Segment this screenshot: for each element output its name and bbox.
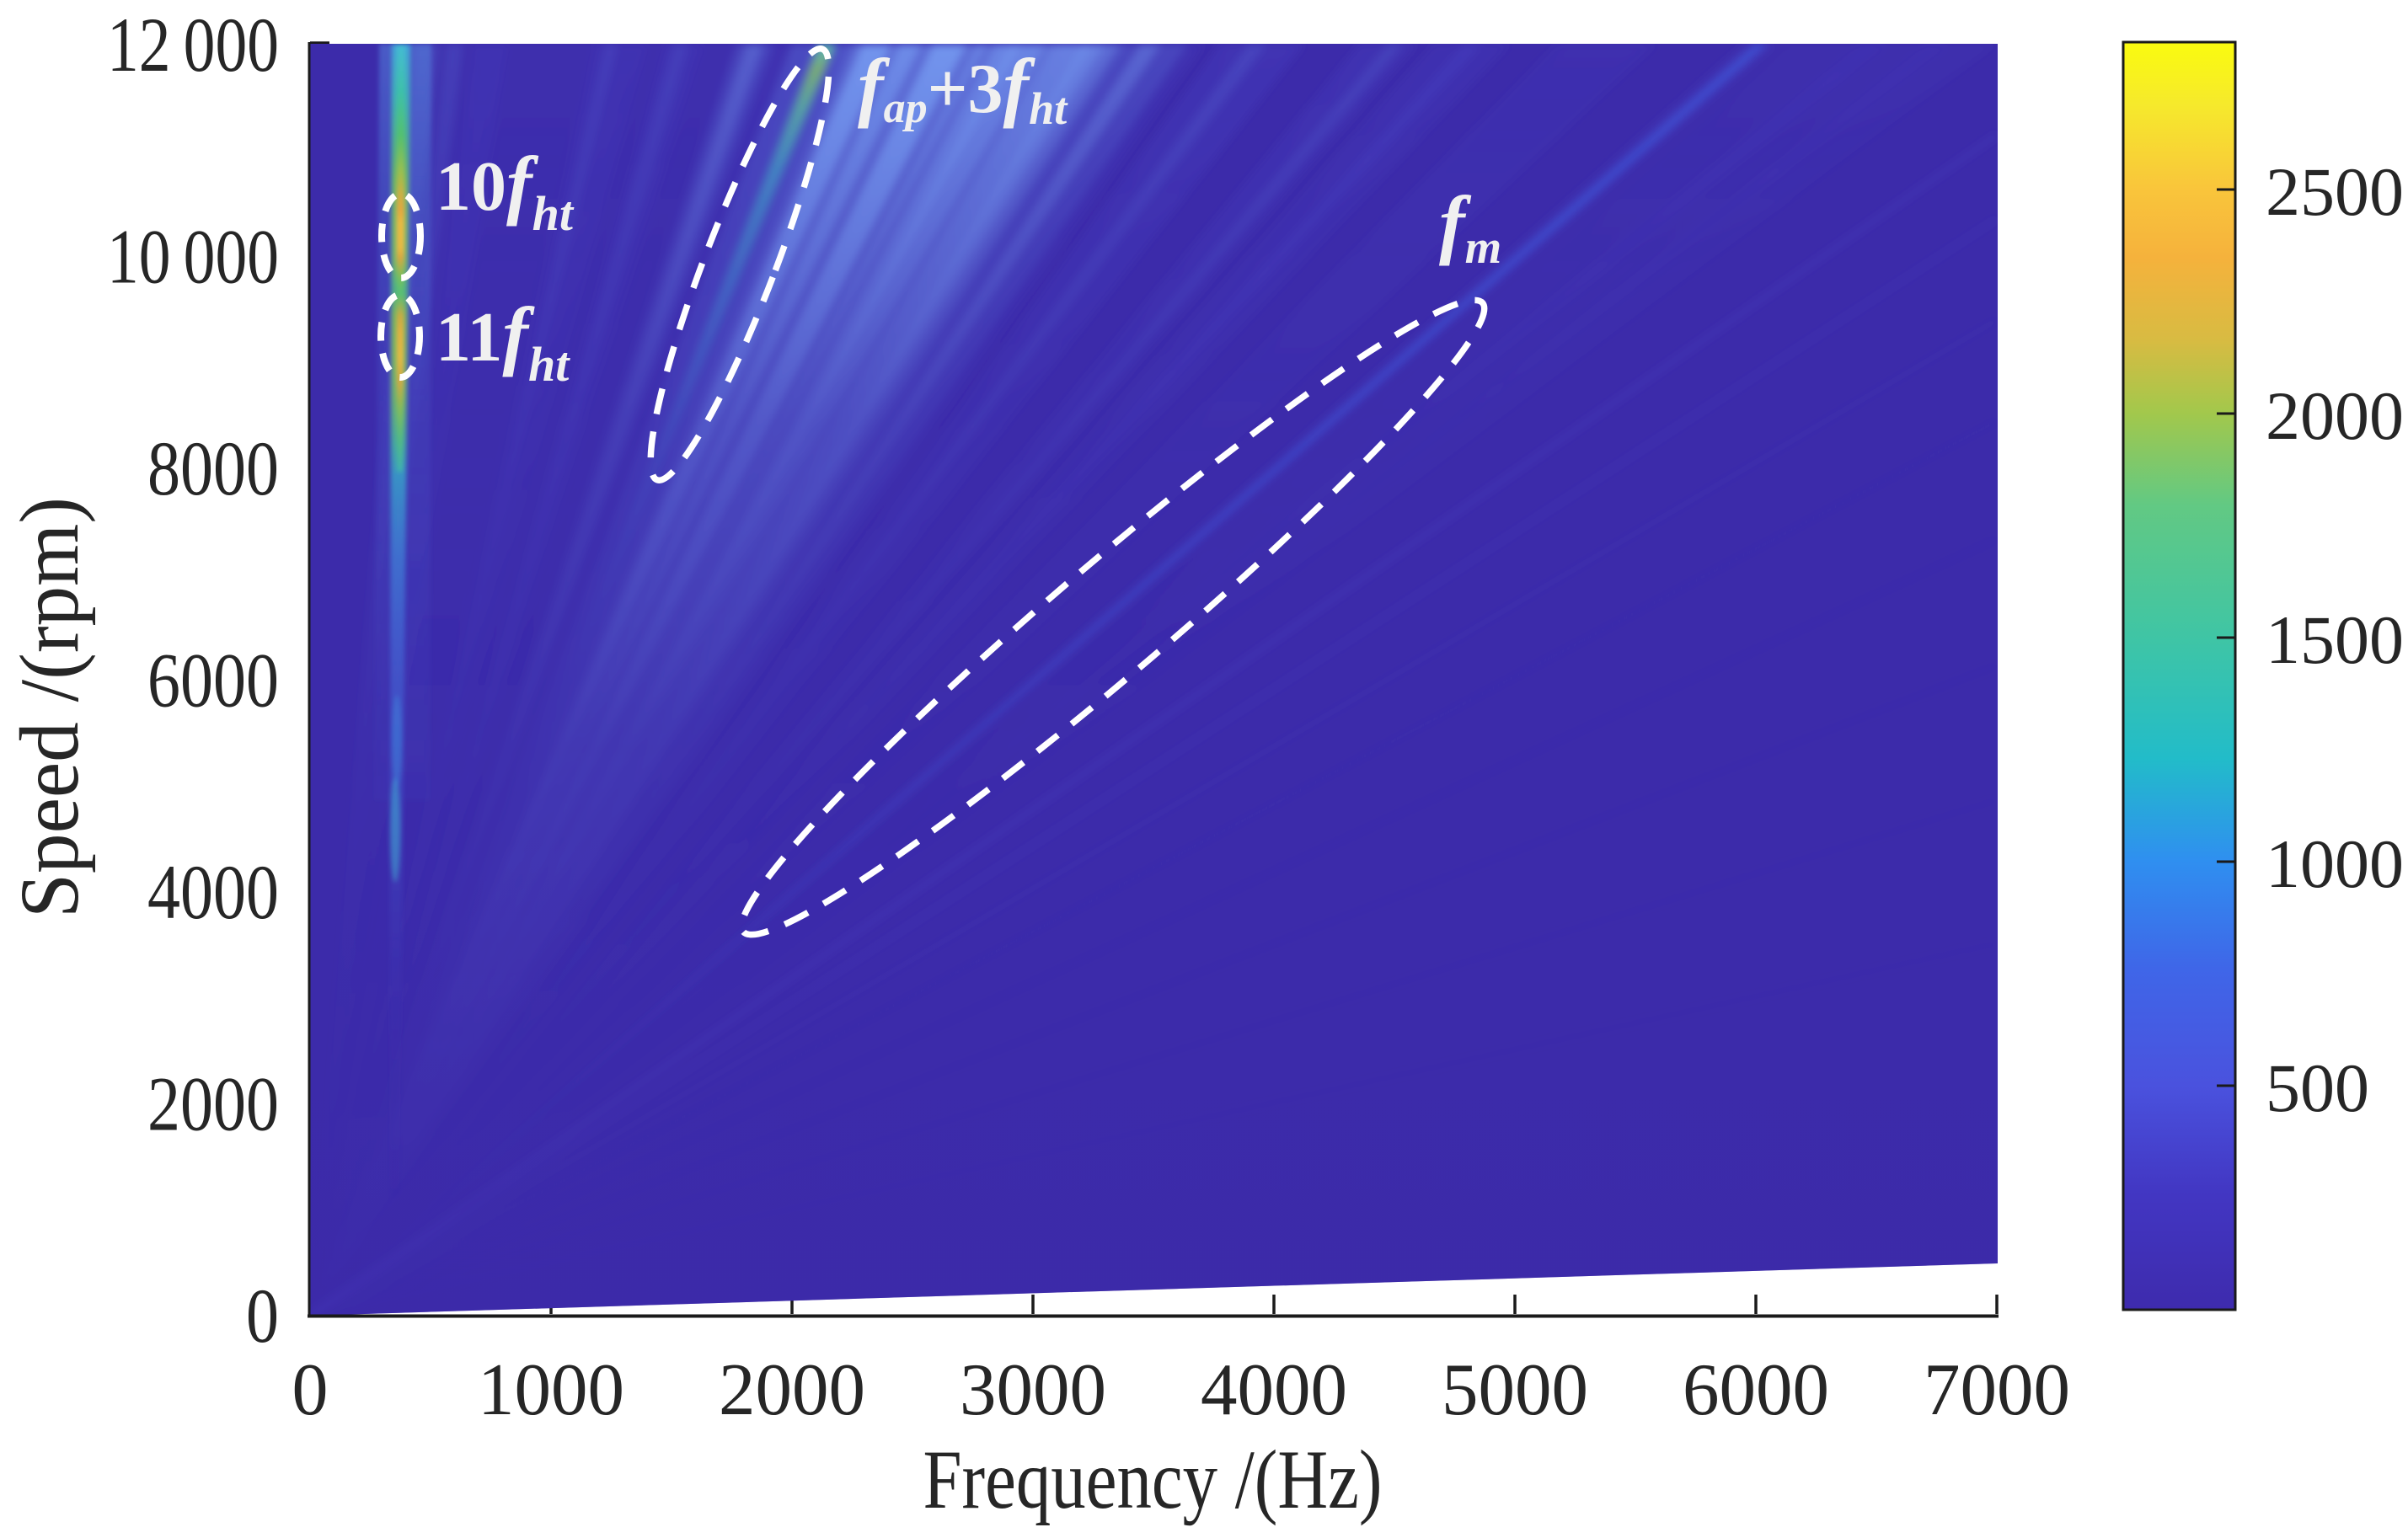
svg-text:6000: 6000: [147, 638, 279, 724]
svg-text:1000: 1000: [2266, 825, 2404, 902]
svg-text:10fht: 10fht: [436, 141, 575, 241]
svg-text:fm: fm: [1439, 180, 1501, 274]
svg-text:1500: 1500: [2266, 601, 2404, 678]
svg-text:1000: 1000: [478, 1349, 624, 1431]
svg-text:Speed /(rpm): Speed /(rpm): [3, 497, 96, 918]
svg-text:2000: 2000: [719, 1349, 865, 1431]
svg-text:12 000: 12 000: [107, 2, 279, 88]
svg-text:5000: 5000: [1442, 1349, 1588, 1431]
svg-text:Frequency /(Hz): Frequency /(Hz): [923, 1433, 1383, 1526]
svg-text:6000: 6000: [1683, 1349, 1829, 1431]
svg-text:10 000: 10 000: [107, 214, 279, 300]
svg-text:7000: 7000: [1924, 1349, 2070, 1431]
svg-text:0: 0: [246, 1273, 279, 1359]
svg-text:4000: 4000: [147, 849, 279, 935]
svg-text:2500: 2500: [2266, 153, 2404, 230]
svg-text:3000: 3000: [960, 1349, 1106, 1431]
svg-text:0: 0: [292, 1349, 329, 1431]
svg-text:2000: 2000: [2266, 377, 2404, 454]
svg-text:500: 500: [2266, 1049, 2369, 1126]
svg-text:4000: 4000: [1201, 1349, 1347, 1431]
svg-text:8000: 8000: [147, 425, 279, 511]
svg-text:2000: 2000: [147, 1061, 279, 1147]
